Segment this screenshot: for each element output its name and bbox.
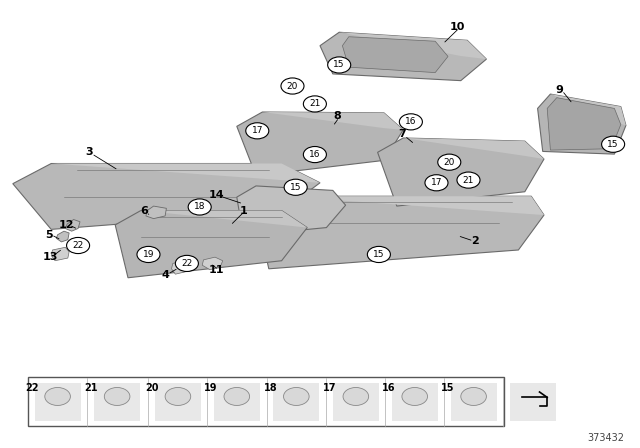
Bar bbox=[155, 383, 201, 421]
Text: 2: 2 bbox=[471, 236, 479, 246]
Polygon shape bbox=[146, 206, 166, 219]
Text: 8: 8 bbox=[333, 112, 341, 121]
Polygon shape bbox=[237, 186, 346, 236]
Text: 17: 17 bbox=[323, 383, 337, 393]
Text: 5: 5 bbox=[45, 230, 52, 240]
Circle shape bbox=[303, 146, 326, 163]
Bar bbox=[28, 377, 504, 426]
Circle shape bbox=[303, 96, 326, 112]
Text: 19: 19 bbox=[204, 383, 218, 393]
Text: 22: 22 bbox=[72, 241, 84, 250]
Circle shape bbox=[602, 136, 625, 152]
Text: 7: 7 bbox=[398, 129, 406, 139]
Circle shape bbox=[425, 175, 448, 191]
Text: 22: 22 bbox=[181, 259, 193, 268]
Text: 22: 22 bbox=[25, 383, 38, 393]
Circle shape bbox=[343, 388, 369, 405]
Circle shape bbox=[328, 57, 351, 73]
Polygon shape bbox=[65, 220, 80, 231]
Polygon shape bbox=[56, 231, 69, 242]
Circle shape bbox=[284, 179, 307, 195]
Text: 14: 14 bbox=[209, 190, 224, 200]
Bar bbox=[273, 383, 319, 421]
Circle shape bbox=[367, 246, 390, 263]
Polygon shape bbox=[282, 196, 544, 215]
Bar bbox=[392, 383, 438, 421]
Text: 12: 12 bbox=[59, 220, 74, 230]
Circle shape bbox=[402, 388, 428, 405]
Bar bbox=[214, 383, 260, 421]
Text: 20: 20 bbox=[444, 158, 455, 167]
Text: 4: 4 bbox=[161, 270, 169, 280]
Circle shape bbox=[67, 237, 90, 254]
Polygon shape bbox=[202, 257, 223, 270]
Polygon shape bbox=[262, 112, 403, 130]
Circle shape bbox=[224, 388, 250, 405]
Text: 21: 21 bbox=[309, 99, 321, 108]
Text: 13: 13 bbox=[42, 252, 58, 262]
Circle shape bbox=[104, 388, 130, 405]
Circle shape bbox=[137, 246, 160, 263]
Text: 21: 21 bbox=[463, 176, 474, 185]
Text: 18: 18 bbox=[194, 202, 205, 211]
Text: 17: 17 bbox=[431, 178, 442, 187]
Circle shape bbox=[175, 255, 198, 271]
Text: 15: 15 bbox=[441, 383, 454, 393]
Bar bbox=[451, 383, 497, 421]
Polygon shape bbox=[339, 32, 486, 59]
Circle shape bbox=[284, 388, 309, 405]
Text: 16: 16 bbox=[382, 383, 396, 393]
Text: 17: 17 bbox=[252, 126, 263, 135]
Circle shape bbox=[188, 199, 211, 215]
Bar bbox=[510, 383, 556, 421]
Polygon shape bbox=[342, 37, 448, 73]
Text: 10: 10 bbox=[450, 22, 465, 32]
Polygon shape bbox=[378, 138, 544, 206]
Text: 1: 1 bbox=[239, 206, 247, 215]
Polygon shape bbox=[550, 94, 626, 125]
Circle shape bbox=[461, 388, 486, 405]
Text: 6: 6 bbox=[140, 207, 148, 216]
Circle shape bbox=[399, 114, 422, 130]
Bar bbox=[333, 383, 379, 421]
Polygon shape bbox=[256, 196, 544, 269]
Polygon shape bbox=[538, 94, 626, 154]
Text: 11: 11 bbox=[209, 265, 224, 275]
Text: 15: 15 bbox=[607, 140, 619, 149]
Text: 15: 15 bbox=[333, 60, 345, 69]
Text: 18: 18 bbox=[264, 383, 277, 393]
Polygon shape bbox=[172, 261, 188, 274]
Bar bbox=[94, 383, 140, 421]
Circle shape bbox=[45, 388, 70, 405]
Text: 15: 15 bbox=[290, 183, 301, 192]
Text: 20: 20 bbox=[145, 383, 159, 393]
Text: 15: 15 bbox=[373, 250, 385, 259]
Polygon shape bbox=[320, 32, 486, 81]
Polygon shape bbox=[547, 98, 621, 150]
Polygon shape bbox=[51, 164, 320, 183]
Polygon shape bbox=[403, 138, 544, 159]
Text: 373432: 373432 bbox=[587, 433, 624, 443]
Polygon shape bbox=[13, 164, 320, 229]
Polygon shape bbox=[237, 112, 403, 176]
Text: 16: 16 bbox=[309, 150, 321, 159]
Text: 3: 3 bbox=[86, 147, 93, 157]
Text: 16: 16 bbox=[405, 117, 417, 126]
Circle shape bbox=[246, 123, 269, 139]
Polygon shape bbox=[141, 211, 307, 228]
Polygon shape bbox=[115, 211, 307, 278]
Circle shape bbox=[281, 78, 304, 94]
Circle shape bbox=[457, 172, 480, 188]
Text: 20: 20 bbox=[287, 82, 298, 90]
Text: 19: 19 bbox=[143, 250, 154, 259]
Circle shape bbox=[165, 388, 191, 405]
Text: 9: 9 bbox=[556, 85, 563, 95]
Bar bbox=[35, 383, 81, 421]
Text: 21: 21 bbox=[84, 383, 98, 393]
Polygon shape bbox=[51, 247, 69, 261]
Circle shape bbox=[438, 154, 461, 170]
